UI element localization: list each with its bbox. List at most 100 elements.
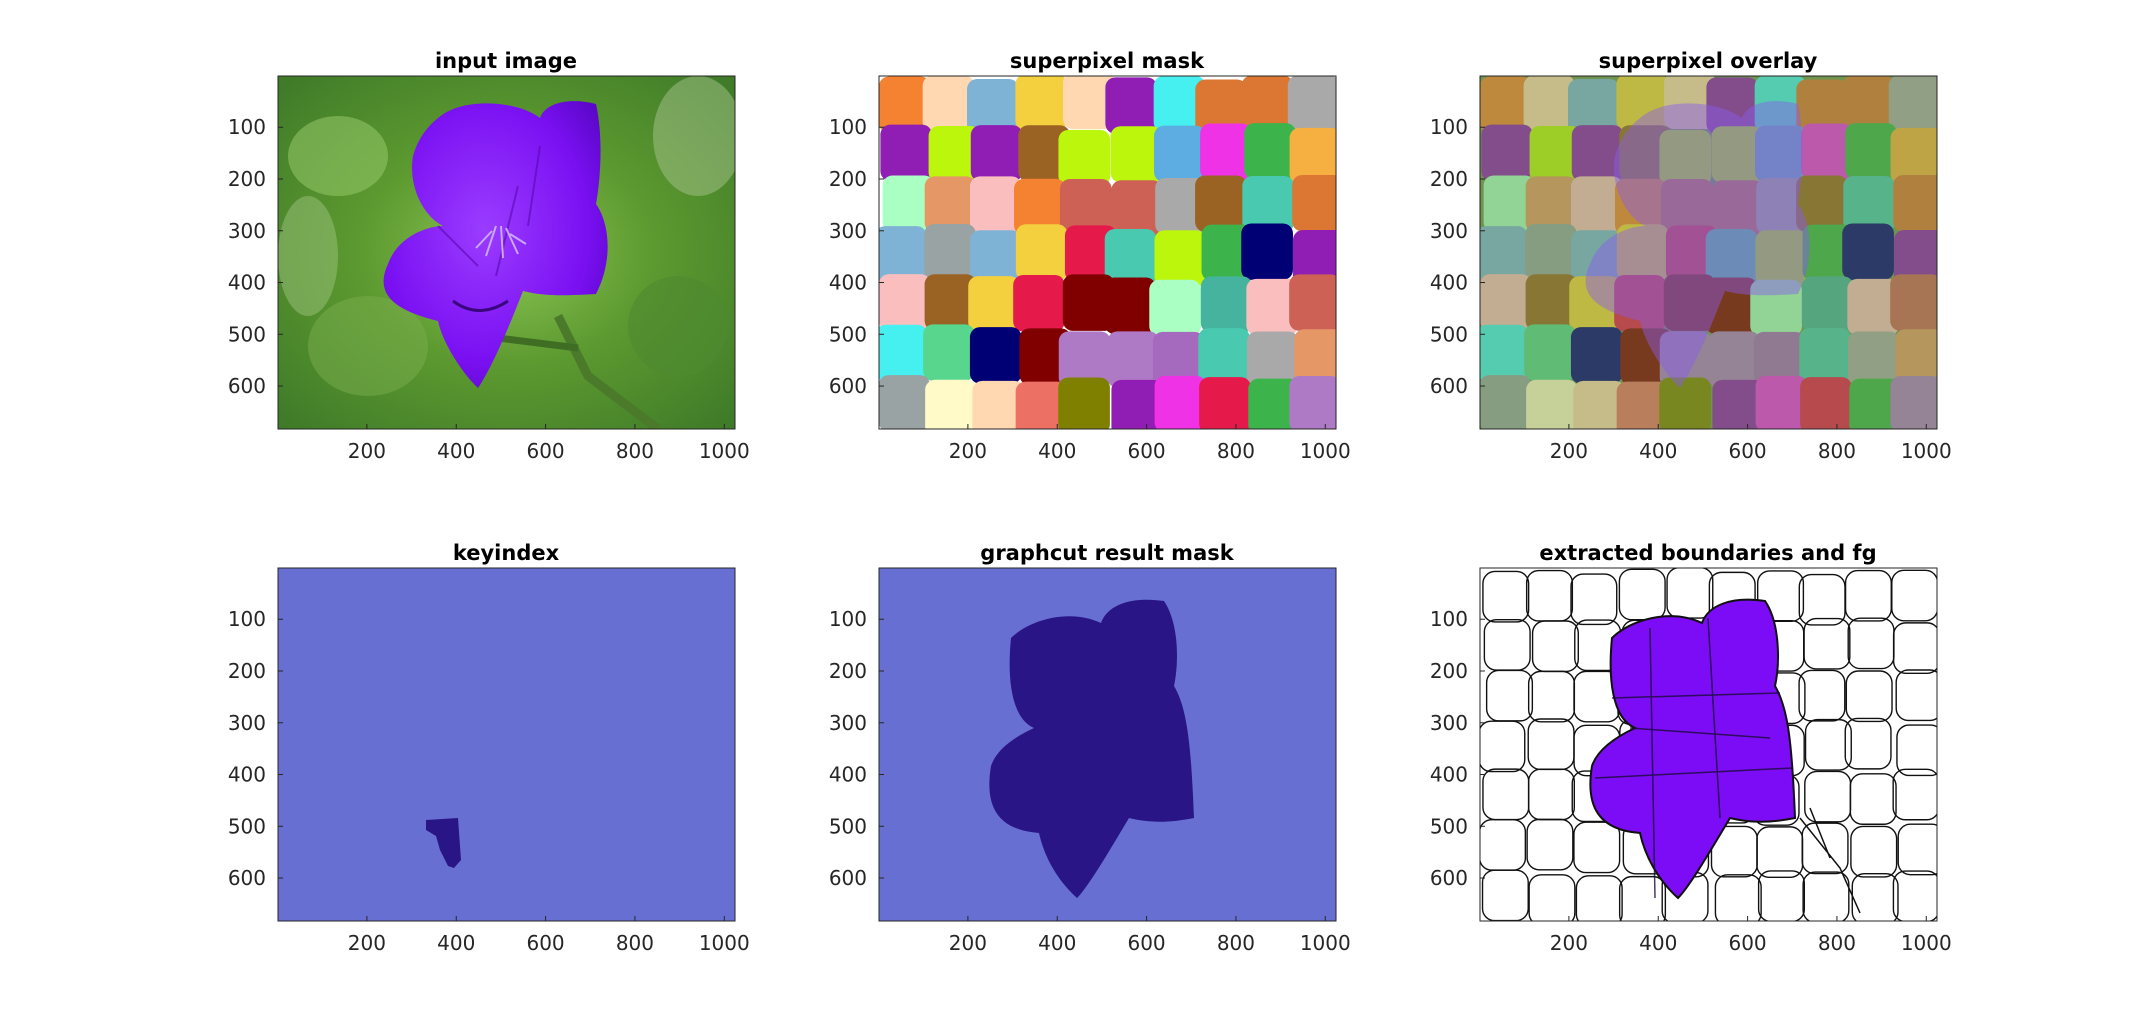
superpixel-cell	[1659, 377, 1711, 429]
x-tick-label: 400	[1038, 931, 1076, 955]
superpixel-boundary	[1482, 570, 1530, 623]
superpixel-cell	[1019, 328, 1072, 385]
superpixel-cell	[1614, 275, 1666, 332]
x-tick-label: 1000	[1300, 931, 1351, 955]
superpixel-cell	[1289, 376, 1336, 429]
x-tick-label: 200	[1550, 931, 1588, 955]
superpixel-cell	[1753, 331, 1806, 389]
superpixel-boundary	[1851, 872, 1899, 921]
y-tick-label: 400	[1430, 271, 1468, 295]
superpixel-cell	[1481, 124, 1534, 182]
y-tick-label: 300	[1430, 219, 1468, 243]
y-axis-ticks: 100 200 300 400 500 600	[228, 607, 283, 890]
x-tick-label: 600	[1728, 439, 1766, 463]
superpixel-cell	[1571, 125, 1624, 182]
superpixel-cell	[1571, 230, 1623, 287]
superpixel-cell	[1568, 79, 1620, 136]
superpixel-cell	[1796, 79, 1849, 136]
superpixel-cell	[1890, 274, 1937, 331]
y-axis-ticks: 100 200 300 400 500 600	[829, 115, 884, 398]
superpixel-cell	[1058, 377, 1110, 429]
y-tick-label: 100	[829, 607, 867, 631]
superpixel-cell	[1525, 176, 1578, 233]
superpixel-cell	[1570, 327, 1623, 384]
superpixel-cell	[1801, 123, 1853, 180]
panel-superpixel-mask: superpixel mask 100 200 300 400 500 600 200 40…	[829, 49, 1351, 463]
superpixel-cell	[1616, 381, 1669, 429]
superpixel-cell	[928, 125, 981, 183]
superpixel-boundary	[1480, 720, 1526, 773]
superpixel-cell	[1800, 377, 1852, 429]
x-tick-label: 1000	[1901, 931, 1952, 955]
superpixel-cell	[1195, 175, 1247, 232]
superpixel-cell	[1529, 125, 1582, 183]
y-tick-label: 300	[829, 219, 867, 243]
superpixel-cell	[1619, 125, 1671, 182]
superpixel-cell	[1895, 329, 1937, 386]
superpixel-cell	[1755, 375, 1808, 429]
superpixel-cell	[1241, 76, 1294, 132]
panel-keyindex: keyindex 100 200 300 400 500 600 200 400 600 800…	[228, 541, 750, 955]
x-tick-label: 200	[949, 931, 987, 955]
x-tick-label: 800	[1217, 439, 1255, 463]
superpixel-cell	[1711, 126, 1764, 183]
superpixel-cell	[1523, 76, 1576, 132]
x-tick-label: 800	[1818, 931, 1856, 955]
superpixel-cell	[924, 176, 977, 233]
superpixel-boundary	[1575, 875, 1623, 921]
axes-frame	[878, 567, 1337, 922]
y-tick-label: 400	[1430, 763, 1468, 787]
panel-title: graphcut result mask	[980, 541, 1234, 565]
superpixel-cell	[1893, 174, 1937, 232]
superpixel-cell	[879, 375, 931, 429]
superpixel-cell	[970, 176, 1022, 233]
input-image-raster	[278, 76, 735, 429]
superpixel-cell	[1292, 230, 1336, 287]
superpixel-cell	[922, 76, 975, 132]
superpixel-cell	[1246, 278, 1299, 336]
y-tick-label: 600	[1430, 374, 1468, 398]
superpixel-boundary	[1526, 818, 1574, 871]
superpixel-cell	[1802, 224, 1855, 282]
panel-superpixel-overlay: superpixel overlay 100 200 300 400 500 600 20…	[1430, 49, 1952, 463]
superpixel-boundary	[1618, 875, 1667, 921]
y-tick-label: 500	[829, 322, 867, 346]
superpixel-boundary	[1896, 724, 1937, 777]
superpixel-boundary	[1845, 670, 1893, 723]
superpixel-cell	[1620, 328, 1673, 385]
superpixel-cell	[1154, 125, 1206, 183]
superpixel-cell	[1888, 76, 1937, 132]
x-tick-label: 200	[348, 439, 386, 463]
superpixel-cell	[1013, 275, 1065, 332]
superpixel-cell	[1058, 129, 1111, 187]
superpixel-boundary	[1891, 569, 1937, 622]
superpixel-cell	[1018, 125, 1070, 182]
superpixel-cell	[1845, 123, 1897, 180]
superpixel-cell	[1755, 230, 1808, 287]
x-tick-label: 800	[1818, 439, 1856, 463]
superpixel-cell	[972, 380, 1025, 429]
x-tick-label: 800	[616, 931, 654, 955]
x-axis-ticks: 200 400 600 800 1000	[348, 424, 750, 463]
y-tick-label: 600	[829, 866, 867, 890]
superpixel-cell	[1242, 176, 1295, 233]
superpixel-cell	[1663, 274, 1716, 331]
panel-graphcut-result-mask: graphcut result mask 100200300400500600 …	[829, 541, 1351, 955]
superpixel-cell	[924, 224, 976, 281]
superpixel-cell	[1664, 76, 1716, 130]
y-axis-ticks: 100 200 300 400 500 600	[1430, 607, 1485, 890]
x-axis-ticks: 200 400 600 800 1000	[1550, 424, 1952, 463]
y-tick-label: 300	[1430, 711, 1468, 735]
superpixel-cell	[879, 324, 928, 382]
superpixel-cell	[1796, 175, 1848, 232]
superpixel-cell	[923, 324, 975, 381]
panel-extracted-boundaries: extracted boundaries and fg 100 200 300 400…	[1430, 541, 1952, 955]
superpixel-cell	[1149, 279, 1201, 337]
superpixel-cell	[1573, 380, 1626, 429]
superpixel-cell	[1013, 178, 1066, 236]
superpixel-boundary	[1803, 617, 1851, 670]
superpixel-cell	[1842, 76, 1895, 132]
superpixel-cell	[1195, 79, 1248, 136]
superpixel-cell	[1063, 76, 1115, 130]
superpixel-cell	[1843, 176, 1896, 233]
